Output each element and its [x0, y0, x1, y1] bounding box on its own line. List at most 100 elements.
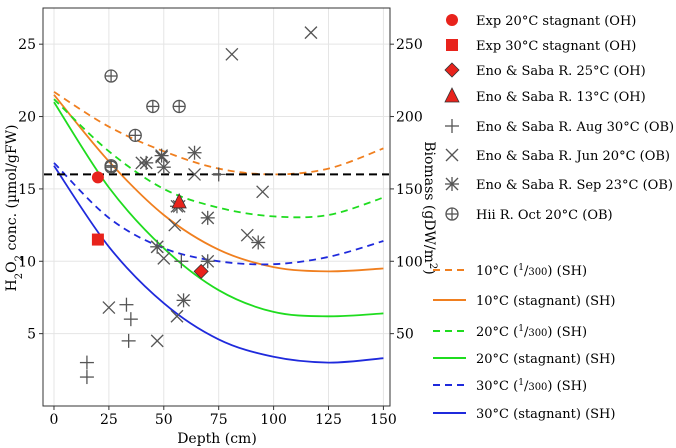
data-point [104, 69, 118, 83]
data-point [119, 297, 134, 312]
data-point [91, 233, 104, 246]
legend-label: Hii R. Oct 20°C (OB) [476, 208, 613, 223]
marker-shape [446, 39, 458, 51]
data-point [154, 148, 169, 163]
legend-item: 30°C (1/300) (SH) [433, 378, 587, 394]
legend-label: Eno & Saba R. Aug 30°C (OB) [476, 120, 674, 135]
legend-label: Exp 20°C stagnant (OH) [476, 14, 636, 29]
model-curve-line [53, 162, 384, 266]
data-point [445, 148, 459, 162]
legend-label: Eno & Saba R. 25°C (OH) [476, 64, 646, 79]
marker-stroke [139, 156, 153, 170]
marker-stroke [177, 293, 191, 307]
model-curve-line [53, 165, 384, 364]
left-y-tick-label: 10 [18, 254, 36, 270]
x-tick-label: 100 [260, 412, 287, 428]
data-point [150, 239, 165, 254]
marker-stroke [201, 254, 215, 268]
legend-label: 10°C (stagnant) (SH) [476, 294, 615, 309]
data-point [445, 177, 459, 191]
marker-stroke [150, 240, 164, 254]
data-point [123, 312, 138, 327]
legend-label: 30°C (1/300) (SH) [476, 378, 587, 394]
legend-item: Eno & Saba R. 13°C (OH) [444, 87, 646, 105]
marker-shape [444, 87, 460, 103]
data-point [445, 119, 459, 133]
data-point [174, 254, 189, 269]
data-point [150, 334, 164, 348]
data-point [200, 210, 215, 225]
data-point [176, 293, 191, 308]
model-curve-line [53, 98, 384, 219]
data-point [304, 26, 318, 40]
legend-item: 10°C (stagnant) (SH) [433, 294, 615, 309]
legend-label: Eno & Saba R. Jun 20°C (OB) [476, 149, 670, 164]
legend-label: 20°C (stagnant) (SH) [476, 352, 615, 367]
data-point [240, 228, 254, 242]
marker-stroke [445, 148, 459, 162]
legend-item: Exp 30°C stagnant (OH) [446, 39, 636, 54]
legend-item: Eno & Saba R. Jun 20°C (OB) [445, 148, 670, 164]
legend-label: Eno & Saba R. 13°C (OH) [476, 90, 646, 105]
left-y-axis-title: H2O2 conc. (µmol/gFW) [4, 125, 25, 292]
data-point [193, 263, 209, 279]
marker-stroke [157, 251, 171, 265]
marker-stroke [188, 146, 201, 160]
data-point [211, 167, 226, 182]
marker-shape [444, 62, 460, 78]
data-point [444, 62, 460, 78]
data-point [156, 160, 171, 175]
marker-stroke [188, 167, 201, 181]
x-tick-label: 50 [155, 412, 173, 428]
data-point [251, 235, 266, 250]
legend: Exp 20°C stagnant (OH) Exp 30°C stagnant … [433, 14, 674, 422]
marker-stroke [102, 301, 116, 315]
data-point [200, 254, 215, 269]
data-point [444, 87, 460, 103]
data-point [445, 207, 459, 221]
model-curve-line [53, 94, 384, 273]
model-curve-line [53, 101, 384, 318]
data-point [225, 47, 239, 61]
x-axis-ticks: 0 25 50 75 100 125 150 [50, 406, 397, 428]
x-tick-label: 0 [50, 412, 59, 428]
legend-label: 10°C (1/300) (SH) [476, 263, 587, 279]
data-point [187, 145, 202, 160]
right-y-tick-label: 150 [396, 182, 423, 198]
data-point [128, 128, 142, 143]
x-tick-label: 125 [315, 412, 342, 428]
right-y-axis-ticks: 50 100 150 200 250 [390, 37, 423, 343]
data-point [79, 355, 94, 370]
data-point [121, 333, 136, 348]
legend-item: 10°C (1/300) (SH) [433, 263, 587, 279]
marker-shape [193, 263, 209, 279]
data-point [157, 251, 171, 265]
x-tick-label: 150 [370, 412, 397, 428]
x-tick-label: 25 [100, 412, 118, 428]
marker-shape [91, 171, 104, 184]
right-y-tick-label: 100 [396, 254, 423, 270]
plot-frame [42, 7, 391, 407]
right-y-tick-label: 200 [396, 110, 423, 126]
data-point [146, 99, 160, 114]
left-y-tick-label: 15 [18, 182, 36, 198]
data-point [170, 309, 184, 323]
legend-item: 20°C (1/300) (SH) [433, 324, 587, 340]
left-y-tick-label: 20 [18, 110, 36, 126]
marker-stroke [201, 211, 215, 225]
marker-stroke [150, 334, 164, 348]
marker-stroke [170, 309, 184, 323]
marker-stroke [155, 149, 169, 163]
legend-item: 20°C (stagnant) (SH) [433, 352, 615, 367]
legend-item: Eno & Saba R. Sep 23°C (OB) [445, 177, 673, 193]
marker-shape [171, 193, 187, 209]
scatter-points [79, 26, 318, 385]
right-y-tick-label: 50 [396, 327, 414, 343]
legend-item: Eno & Saba R. Aug 30°C (OB) [445, 119, 674, 135]
data-point [172, 99, 186, 114]
marker-stroke [445, 177, 459, 191]
marker-stroke [256, 185, 270, 199]
marker-stroke [168, 218, 182, 232]
